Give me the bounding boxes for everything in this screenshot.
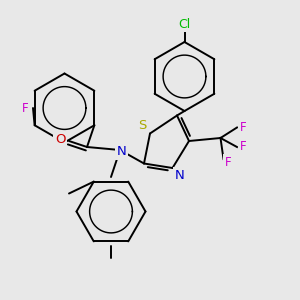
Text: O: O: [55, 133, 65, 146]
Text: F: F: [240, 121, 246, 134]
Text: F: F: [240, 140, 246, 154]
Text: N: N: [175, 169, 185, 182]
Text: F: F: [225, 155, 231, 169]
Text: N: N: [117, 145, 126, 158]
Text: F: F: [22, 101, 29, 115]
Text: Cl: Cl: [178, 17, 190, 31]
Text: S: S: [138, 119, 147, 133]
